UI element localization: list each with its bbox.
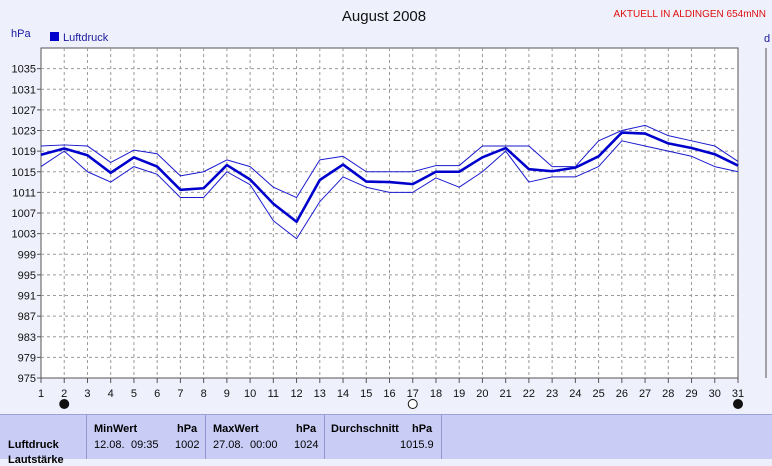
series-line-max — [40, 124, 739, 199]
x-tick-label: 8 — [201, 388, 207, 400]
x-tick-label: 6 — [154, 388, 160, 400]
min-value: 1002 — [175, 439, 200, 451]
min-date: 12.08. — [94, 439, 125, 451]
avg-value: 1015.9 — [400, 439, 434, 451]
y-tick-label: 1011 — [12, 187, 36, 199]
min-header: MinWert — [94, 423, 138, 435]
x-tick-label: 2 — [61, 388, 67, 400]
x-tick-label: 11 — [268, 388, 279, 400]
y-tick-label: 995 — [18, 270, 36, 282]
x-tick-label: 18 — [430, 388, 442, 400]
right-unit-label: d — [764, 33, 770, 45]
y-unit-label: hPa — [11, 28, 31, 40]
x-tick-label: 25 — [592, 388, 604, 400]
max-value: 1024 — [294, 439, 319, 451]
y-tick-label: 1031 — [12, 84, 36, 96]
max-value-cell: MaxWert hPa 27.08. 00:00 1024 — [206, 415, 325, 459]
y-tick-label: 1003 — [12, 229, 36, 241]
x-tick-label: 10 — [244, 388, 256, 400]
x-tick-label: 4 — [108, 388, 114, 400]
max-header: MaxWert — [213, 423, 259, 435]
x-tick-label: 21 — [500, 388, 512, 400]
series-lines — [40, 124, 739, 240]
y-tick-label: 1023 — [12, 126, 36, 138]
avg-header: Durchschnitt — [331, 423, 399, 435]
new-moon-icon — [733, 399, 743, 409]
y-tick-labels: 975 979 983 987 991 995 999 1003 1007 1011 1015 101… — [12, 64, 41, 385]
y-tick-label: 1007 — [12, 208, 36, 220]
x-tick-label: 24 — [569, 388, 581, 400]
x-tick-label: 14 — [337, 388, 349, 400]
x-tick-label: 27 — [639, 388, 651, 400]
legend-label-luftdruck: Luftdruck — [63, 32, 109, 44]
min-value-cell: MinWert hPa 12.08. 09:35 1002 — [87, 415, 206, 459]
legend-swatch-luftdruck — [50, 32, 59, 41]
x-tick-label: 16 — [383, 388, 395, 400]
x-tick-label: 17 — [407, 388, 419, 400]
y-tick-label: 999 — [18, 249, 36, 261]
row-label: Luftdruck — [8, 439, 59, 451]
y-tick-label: 1015 — [12, 167, 36, 179]
stats-panel: Luftdruck Lautstärke MinWert hPa 12.08. … — [0, 414, 772, 466]
x-tick-label: 5 — [131, 388, 137, 400]
pressure-chart: August 2008 AKTUELL IN ALDINGEN 654mNN h… — [11, 8, 770, 409]
station-label: AKTUELL IN ALDINGEN 654mNN — [614, 9, 766, 20]
x-tick-label: 9 — [224, 388, 230, 400]
y-tick-label: 1035 — [12, 64, 36, 76]
average-cell: Durchschnitt hPa 1015.9 — [325, 415, 442, 459]
x-tick-label: 20 — [476, 388, 488, 400]
y-tick-label: 983 — [18, 332, 36, 344]
x-tick-label: 1 — [38, 388, 44, 400]
x-tick-label: 3 — [84, 388, 90, 400]
x-tick-label: 30 — [709, 388, 721, 400]
row-label-2: Lautstärke — [8, 454, 64, 466]
legend: Luftdruck — [50, 32, 109, 44]
max-date: 27.08. — [213, 439, 244, 451]
x-tick-label: 13 — [314, 388, 326, 400]
avg-unit: hPa — [412, 423, 433, 435]
x-tick-label: 28 — [662, 388, 674, 400]
series-line-min — [40, 140, 739, 240]
x-tick-label: 15 — [360, 388, 372, 400]
y-tick-label: 987 — [18, 311, 36, 323]
x-tick-label: 29 — [685, 388, 697, 400]
moon-markers — [59, 399, 743, 409]
series-line-mean — [40, 131, 739, 224]
min-time: 09:35 — [131, 439, 159, 451]
max-time: 00:00 — [250, 439, 278, 451]
x-tick-label: 22 — [523, 388, 535, 400]
x-tick-label: 12 — [290, 388, 302, 400]
y-tick-label: 991 — [18, 291, 36, 303]
min-unit: hPa — [177, 423, 198, 435]
chart-title: August 2008 — [342, 8, 426, 25]
x-tick-label: 7 — [177, 388, 183, 400]
y-tick-label: 1027 — [12, 105, 36, 117]
y-tick-label: 975 — [18, 373, 36, 385]
new-moon-icon — [59, 399, 70, 409]
x-tick-labels: 1 2 3 4 5 6 7 8 9 10 11 12 13 14 15 16 17 18 19 20 21 22 23 24 2… — [38, 378, 744, 400]
x-tick-label: 26 — [616, 388, 628, 400]
full-moon-icon — [407, 399, 418, 409]
max-unit: hPa — [296, 423, 317, 435]
x-tick-label: 23 — [546, 388, 558, 400]
y-tick-label: 1019 — [12, 146, 36, 158]
y-tick-label: 979 — [18, 352, 36, 364]
x-tick-label: 19 — [453, 388, 465, 400]
x-tick-label: 31 — [732, 388, 744, 400]
stats-label-cell: Luftdruck Lautstärke — [0, 415, 87, 466]
